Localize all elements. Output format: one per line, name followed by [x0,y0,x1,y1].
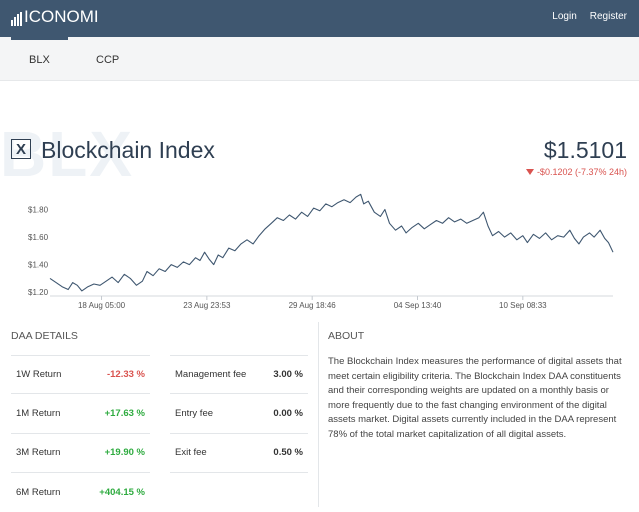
return-value: +19.90 % [104,447,145,459]
y-tick-label: $1.80 [28,205,49,214]
return-value: +404.15 % [99,487,145,499]
table-row: 1W Return -12.33 % [11,355,150,395]
y-tick-label: $1.20 [28,288,49,297]
tab-blx[interactable]: BLX [29,54,50,66]
x-tick-label: 10 Sep 08:33 [499,301,547,310]
fee-label: Management fee [175,369,247,381]
fee-value: 0.50 % [273,447,303,459]
index-watermark: BLX [0,118,134,190]
fee-label: Entry fee [175,407,214,419]
table-row: Management fee 3.00 % [170,355,308,395]
logo-text: ICONOMI [24,7,99,26]
table-row: Exit fee 0.50 % [170,434,308,473]
fees-table: Management fee 3.00 % Entry fee 0.00 % E… [170,355,308,473]
blockchain-index-icon: X [11,139,31,159]
return-label: 6M Return [16,487,61,499]
register-link[interactable]: Register [589,11,627,22]
table-row: 1M Return +17.63 % [11,394,150,434]
price-chart[interactable]: $1.20 $1.40 $1.60 $1.80 18 Aug 05:00 23 Aug 2… [0,186,639,314]
current-price: $1.5101 [543,137,627,163]
return-label: 1M Return [16,407,61,419]
about-description: The Blockchain Index measures the perfor… [328,356,622,440]
section-divider [318,322,319,507]
fee-label: Exit fee [175,447,207,459]
return-value: +17.63 % [104,407,145,419]
index-tab-bar: BLX CCP [0,37,639,81]
return-value: -12.33 % [106,369,145,381]
x-tick-label: 23 Aug 23:53 [183,301,231,310]
login-link[interactable]: Login [552,11,577,22]
price-series-line [49,193,614,292]
logo-bars-icon [11,12,22,26]
about-title: ABOUT [328,330,365,342]
top-navigation-bar: ICONOMI Login Register [0,0,639,37]
y-tick-label: $1.60 [28,233,49,242]
table-row: Entry fee 0.00 % [170,394,308,434]
x-tick-label: 04 Sep 13:40 [394,301,442,310]
daa-details-title: DAA DETAILS [11,330,78,342]
return-label: 1W Return [16,369,62,381]
y-tick-label: $1.40 [28,261,49,270]
arrow-down-icon [525,169,534,175]
price-change: -$0.1202 (-7.37% 24h) [525,167,627,177]
tab-ccp[interactable]: CCP [96,54,120,66]
auth-links: Login Register [552,11,627,22]
active-tab-indicator [11,37,68,40]
fee-value: 0.00 % [273,407,303,419]
price-change-text: -$0.1202 (-7.37% 24h) [536,167,627,177]
x-tick-label: 18 Aug 05:00 [78,301,126,310]
page-title: Blockchain Index [41,137,215,163]
iconomi-logo[interactable]: ICONOMI [11,8,99,26]
returns-table: 1W Return -12.33 % 1M Return +17.63 % 3M… [11,355,150,512]
table-row: 6M Return +404.15 % [11,473,150,512]
return-label: 3M Return [16,447,61,459]
fee-value: 3.00 % [273,369,303,381]
table-row: 3M Return +19.90 % [11,434,150,473]
x-tick-label: 29 Aug 18:46 [289,301,337,310]
